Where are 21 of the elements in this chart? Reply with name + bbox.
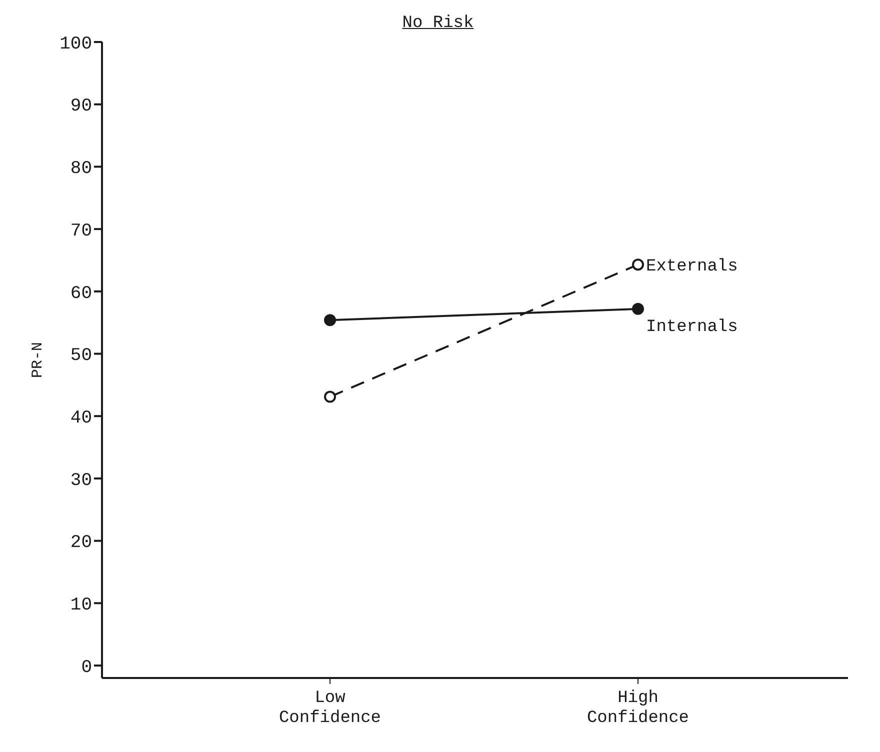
point [324, 390, 336, 403]
y-tick-label: 70 [70, 221, 92, 242]
y-tick-label: 20 [70, 533, 92, 554]
y-tick-label: 30 [70, 470, 92, 491]
y-tick-label: 80 [70, 159, 92, 180]
y-tick-label: 100 [60, 34, 92, 54]
y-tick-label: 0 [81, 658, 92, 678]
series-label: Internals [646, 318, 738, 337]
y-tick-label: 40 [70, 408, 92, 429]
y-tick-label: 50 [70, 346, 92, 366]
y-tick-label: 10 [70, 596, 92, 616]
x-tick-label: High Confidence [586, 689, 690, 728]
point [324, 314, 336, 326]
point [632, 302, 644, 315]
y-tick-label: 90 [70, 96, 92, 117]
point [632, 258, 644, 271]
chart-title: No Risk [402, 14, 474, 33]
y-tick-label: 60 [70, 284, 92, 304]
x-tick-label: Low Confidence [278, 689, 382, 728]
y-axis-title: PR-N [29, 342, 46, 378]
series-label: Externals [646, 258, 738, 277]
